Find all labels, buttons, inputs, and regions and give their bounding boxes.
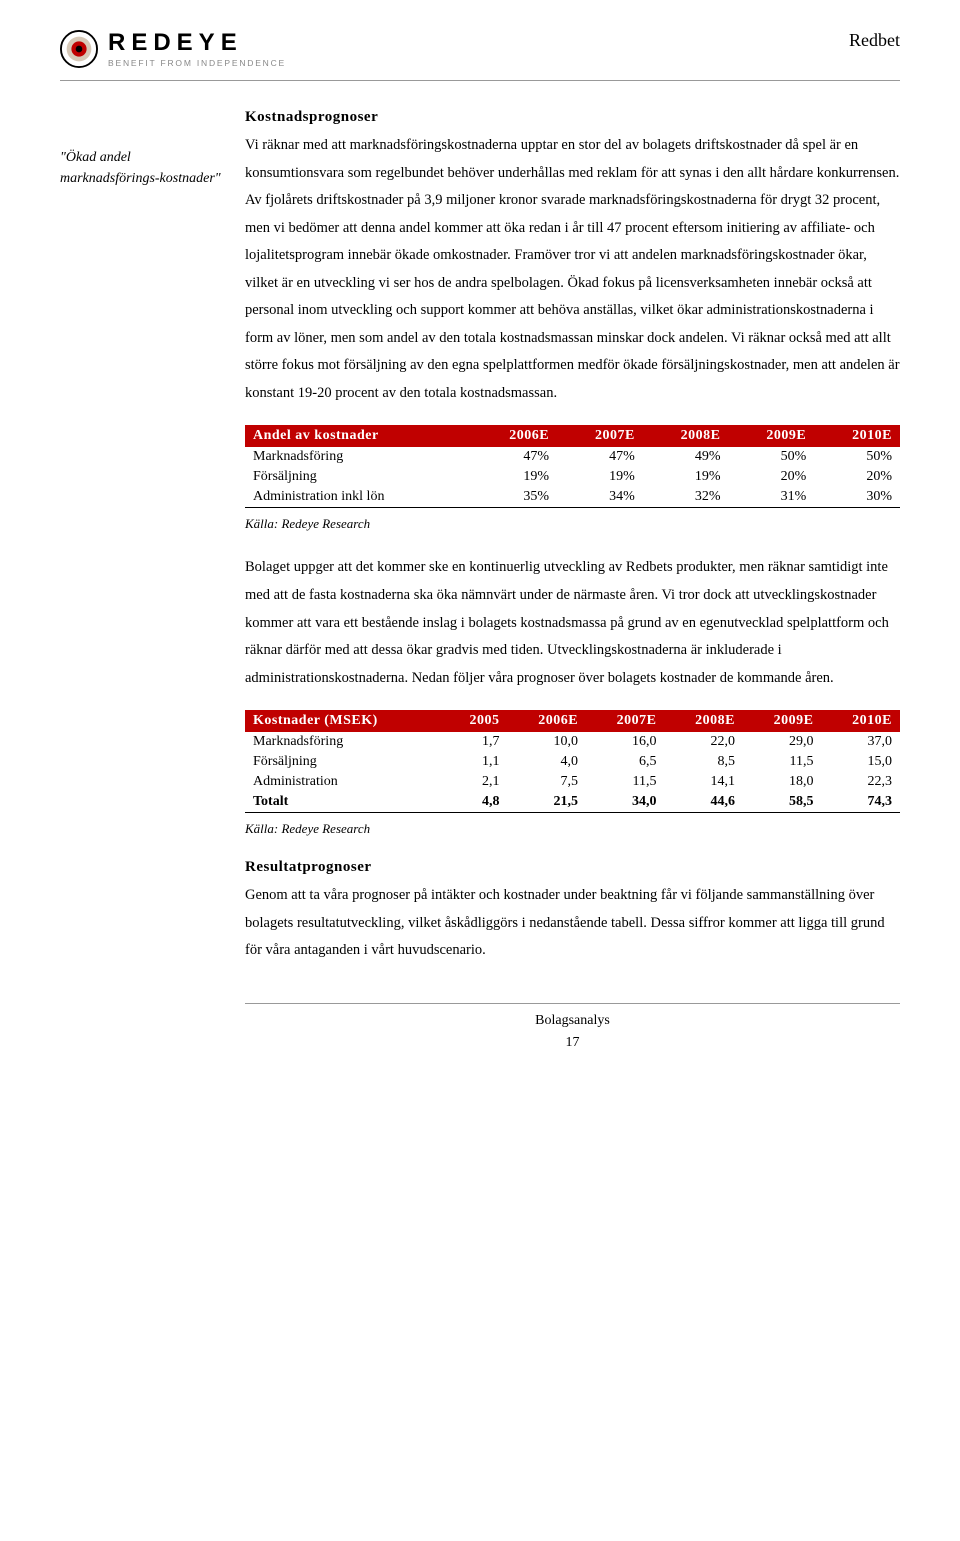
table-row: Administration2,17,511,514,118,022,3 xyxy=(245,772,900,792)
table-header-cell: 2007E xyxy=(557,425,643,447)
table-total-row: Totalt4,821,534,044,658,574,3 xyxy=(245,792,900,813)
logo-tagline: BENEFIT FROM INDEPENDENCE xyxy=(108,58,286,68)
table-cell: 44,6 xyxy=(665,792,743,813)
redeye-logo-icon xyxy=(60,30,98,68)
main-column: Kostnadsprognoser Vi räknar med att mark… xyxy=(245,109,900,983)
table-cell: Marknadsföring xyxy=(245,732,443,752)
body-paragraph: Vi räknar med att marknadsföringskostnad… xyxy=(245,132,900,407)
table-cell: 22,0 xyxy=(665,732,743,752)
table-row: Marknadsföring1,710,016,022,029,037,0 xyxy=(245,732,900,752)
cost-share-table: Andel av kostnader2006E2007E2008E2009E20… xyxy=(245,425,900,508)
table-cell: 4,8 xyxy=(443,792,508,813)
table-cell: Administration xyxy=(245,772,443,792)
table-cell: 19% xyxy=(557,467,643,487)
logo-wordmark: REDEYE xyxy=(108,31,286,55)
table-cell: 20% xyxy=(729,467,815,487)
table-cell: 20% xyxy=(814,467,900,487)
table-cell: 32% xyxy=(643,487,729,508)
table-header-cell: 2010E xyxy=(821,710,900,732)
table-cell: 35% xyxy=(471,487,557,508)
table-cell: 50% xyxy=(729,447,815,467)
table-header-cell: 2005 xyxy=(443,710,508,732)
table-cell: Försäljning xyxy=(245,752,443,772)
table-cell: 19% xyxy=(471,467,557,487)
table-cell: 58,5 xyxy=(743,792,821,813)
margin-note: "Ökad andel marknadsförings-kostnader" xyxy=(60,147,225,189)
table-cell: 14,1 xyxy=(665,772,743,792)
table-cell: 34,0 xyxy=(586,792,664,813)
margin-column: "Ökad andel marknadsförings-kostnader" xyxy=(60,109,225,983)
table-cell: 7,5 xyxy=(508,772,586,792)
table-cell: 29,0 xyxy=(743,732,821,752)
table-cell: 6,5 xyxy=(586,752,664,772)
table-cell: 47% xyxy=(557,447,643,467)
cost-forecast-table: Kostnader (MSEK)20052006E2007E2008E2009E… xyxy=(245,710,900,813)
table-cell: 4,0 xyxy=(508,752,586,772)
section-heading-kostnadsprognoser: Kostnadsprognoser xyxy=(245,109,900,126)
table-cell: 19% xyxy=(643,467,729,487)
table-header-cell: 2010E xyxy=(814,425,900,447)
footer-doc-type: Bolagsanalys xyxy=(245,1010,900,1032)
table-header-cell: 2006E xyxy=(471,425,557,447)
table-cell: 8,5 xyxy=(665,752,743,772)
table-header-cell: Kostnader (MSEK) xyxy=(245,710,443,732)
table-cell: 11,5 xyxy=(743,752,821,772)
body-paragraph: Genom att ta våra prognoser på intäkter … xyxy=(245,882,900,965)
table-row: Försäljning1,14,06,58,511,515,0 xyxy=(245,752,900,772)
section-heading-resultatprognoser: Resultatprognoser xyxy=(245,859,900,876)
table-cell: 37,0 xyxy=(821,732,900,752)
table-header-cell: 2009E xyxy=(729,425,815,447)
table-row: Försäljning19%19%19%20%20% xyxy=(245,467,900,487)
table-cell: Totalt xyxy=(245,792,443,813)
table-cell: 16,0 xyxy=(586,732,664,752)
table-cell: Försäljning xyxy=(245,467,471,487)
table-cell: 10,0 xyxy=(508,732,586,752)
footer-page-number: 17 xyxy=(245,1032,900,1054)
table-cell: 2,1 xyxy=(443,772,508,792)
table-row: Marknadsföring47%47%49%50%50% xyxy=(245,447,900,467)
table-cell: 47% xyxy=(471,447,557,467)
table-header-cell: 2006E xyxy=(508,710,586,732)
table-header-cell: 2008E xyxy=(643,425,729,447)
table-cell: 1,1 xyxy=(443,752,508,772)
table-source: Källa: Redeye Research xyxy=(245,516,900,532)
footer-divider xyxy=(245,1003,900,1004)
table-header-cell: Andel av kostnader xyxy=(245,425,471,447)
table-header-cell: 2008E xyxy=(665,710,743,732)
logo-block: REDEYE BENEFIT FROM INDEPENDENCE xyxy=(60,30,286,68)
table-header-cell: 2007E xyxy=(586,710,664,732)
table-cell: Marknadsföring xyxy=(245,447,471,467)
table-cell: 49% xyxy=(643,447,729,467)
page-footer: Bolagsanalys 17 xyxy=(60,1010,900,1055)
table-cell: 15,0 xyxy=(821,752,900,772)
table-source: Källa: Redeye Research xyxy=(245,821,900,837)
table-header-cell: 2009E xyxy=(743,710,821,732)
table-cell: 30% xyxy=(814,487,900,508)
table-row: Administration inkl lön35%34%32%31%30% xyxy=(245,487,900,508)
table-cell: 21,5 xyxy=(508,792,586,813)
table-cell: 11,5 xyxy=(586,772,664,792)
table-cell: 31% xyxy=(729,487,815,508)
company-name: Redbet xyxy=(849,30,900,51)
table-cell: 50% xyxy=(814,447,900,467)
table-cell: 18,0 xyxy=(743,772,821,792)
page-header: REDEYE BENEFIT FROM INDEPENDENCE Redbet xyxy=(60,30,900,68)
header-divider xyxy=(60,80,900,81)
table-cell: Administration inkl lön xyxy=(245,487,471,508)
body-paragraph: Bolaget uppger att det kommer ske en kon… xyxy=(245,554,900,692)
table-cell: 34% xyxy=(557,487,643,508)
table-cell: 22,3 xyxy=(821,772,900,792)
table-cell: 1,7 xyxy=(443,732,508,752)
table-cell: 74,3 xyxy=(821,792,900,813)
